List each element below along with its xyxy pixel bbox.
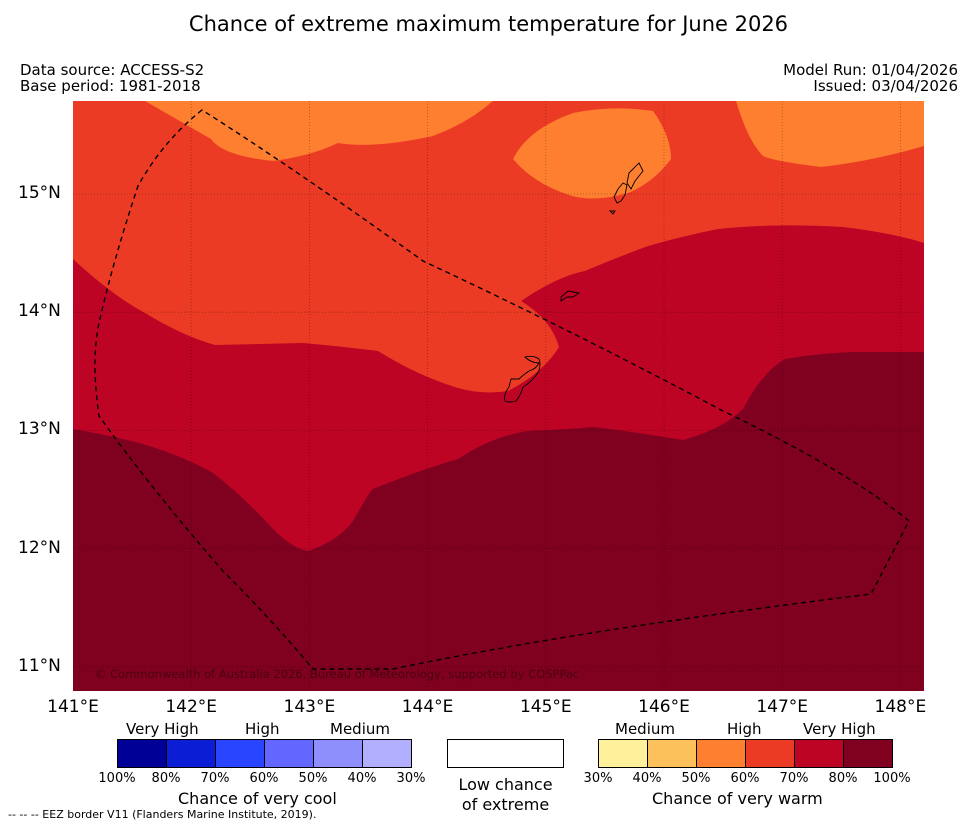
cool-percent-label: 50% [298, 771, 328, 786]
warm-percent-label: 40% [632, 771, 662, 786]
warm-cat-very-high: Very High [803, 720, 876, 738]
cool-swatch [362, 739, 412, 768]
cool-percent-label: 40% [347, 771, 377, 786]
map-title: Chance of extreme maximum temperature fo… [188, 12, 789, 36]
island-rota [560, 290, 581, 302]
metadata-left: Data source: ACCESS-S2 Base period: 1981… [20, 62, 204, 94]
base-period-text: Base period: 1981-2018 [20, 77, 201, 95]
graticule [73, 101, 924, 691]
warm-cat-high: High [727, 720, 762, 738]
band-50-60-north-east [736, 101, 924, 167]
cool-swatch [313, 739, 363, 768]
warm-cat-medium: Medium [615, 720, 675, 738]
cool-swatch [215, 739, 265, 768]
copyright-text: © Commonwealth of Australia 2026, Bureau… [95, 667, 579, 681]
band-50-60-north-west [145, 101, 493, 161]
neutral-caption-line2: of extreme [461, 795, 550, 814]
cool-percent-label: 100% [98, 771, 136, 786]
cool-swatch [117, 739, 167, 768]
cool-caption: Chance of very cool [178, 789, 337, 808]
lat-label: 11°N [18, 655, 61, 676]
lon-label: 142°E [165, 697, 218, 717]
warm-swatch [843, 739, 893, 768]
band-80-100 [73, 351, 924, 691]
lat-label: 13°N [18, 419, 61, 440]
cool-percent-label: 30% [396, 771, 426, 786]
lon-label: 144°E [401, 697, 454, 717]
map-panel: © Commonwealth of Australia 2026, Bureau… [73, 101, 924, 691]
band-50-60-saipan-patch [513, 108, 671, 199]
warm-swatch [696, 739, 746, 768]
warm-swatch [745, 739, 795, 768]
island-aguijan [608, 210, 616, 215]
cool-percent-label: 60% [249, 771, 279, 786]
issued-text: Issued: 03/04/2026 [813, 77, 958, 95]
warm-swatch [794, 739, 844, 768]
lon-label: 145°E [519, 697, 572, 717]
neutral-swatch [447, 739, 564, 768]
warm-swatch [598, 739, 648, 768]
cool-swatch [264, 739, 314, 768]
lon-label: 148°E [874, 697, 927, 717]
warm-percent-label: 70% [779, 771, 809, 786]
island-guam [504, 355, 541, 403]
lon-label: 141°E [47, 697, 99, 717]
warm-percent-label: 100% [873, 771, 911, 786]
lon-label: 146°E [638, 697, 690, 717]
cool-percent-label: 80% [151, 771, 181, 786]
lat-label: 12°N [18, 537, 61, 558]
map-canvas: © Commonwealth of Australia 2026, Bureau… [73, 101, 924, 691]
warm-percent-label: 80% [828, 771, 858, 786]
cool-percent-label: 70% [200, 771, 230, 786]
lon-label: 147°E [756, 697, 809, 717]
cool-cat-high: High [245, 720, 280, 738]
lon-label: 143°E [283, 697, 336, 717]
cool-cat-medium: Medium [330, 720, 390, 738]
island-saipan [626, 162, 644, 190]
warm-percent-label: 30% [583, 771, 613, 786]
cool-swatch [166, 739, 216, 768]
island-tinian [613, 182, 628, 204]
band-60-70-island [375, 289, 441, 331]
data-source-text: Data source: ACCESS-S2 [20, 61, 205, 79]
warm-percent-label: 50% [681, 771, 711, 786]
eez-border [94, 109, 910, 670]
neutral-caption-line1: Low chance [458, 775, 553, 794]
model-run-text: Model Run: 01/04/2026 [783, 61, 958, 79]
cool-cat-very-high: Very High [126, 720, 199, 738]
warm-swatch [647, 739, 697, 768]
metadata-right: Model Run: 01/04/2026 Issued: 03/04/2026 [783, 62, 958, 94]
warm-percent-label: 60% [730, 771, 760, 786]
lat-label: 14°N [18, 301, 61, 322]
eez-footnote: -- -- -- EEZ border V11 (Flanders Marine… [8, 808, 317, 821]
lat-label: 15°N [18, 183, 61, 203]
warm-caption: Chance of very warm [652, 789, 823, 808]
